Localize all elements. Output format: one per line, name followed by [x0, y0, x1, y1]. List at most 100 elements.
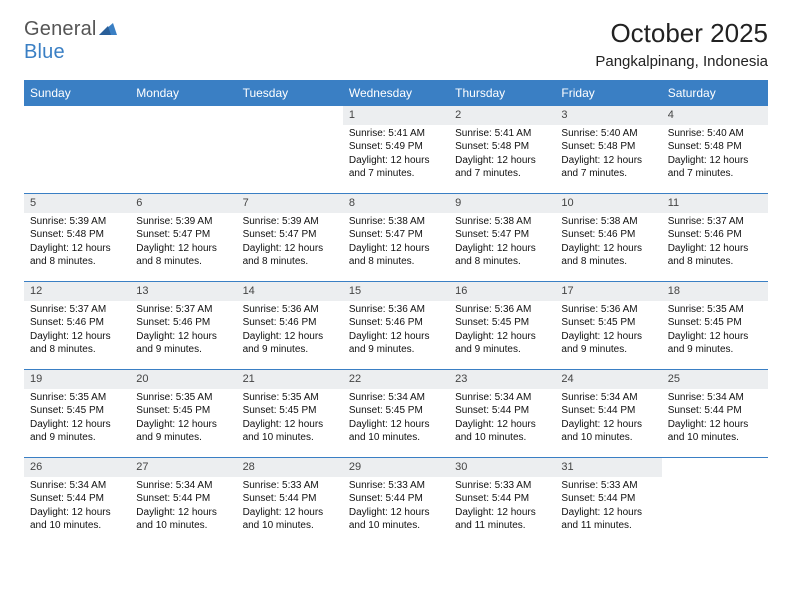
- day-line: Sunrise: 5:41 AM: [455, 127, 549, 141]
- day-number: 8: [343, 194, 449, 213]
- day-line: Sunrise: 5:34 AM: [455, 391, 549, 405]
- day-body: Sunrise: 5:39 AMSunset: 5:47 PMDaylight:…: [130, 213, 236, 275]
- field-label: Daylight:: [455, 155, 494, 166]
- calendar-cell: 1Sunrise: 5:41 AMSunset: 5:49 PMDaylight…: [343, 105, 449, 193]
- day-number: 2: [449, 106, 555, 125]
- field-label: Sunrise:: [243, 392, 280, 403]
- day-number: 6: [130, 194, 236, 213]
- field-label: Daylight:: [30, 243, 69, 254]
- field-value: 5:39 AM: [173, 216, 212, 227]
- field-label: Sunrise:: [455, 304, 492, 315]
- day-line: Daylight: 12 hours and 8 minutes.: [349, 242, 443, 269]
- field-value: 5:33 AM: [386, 480, 425, 491]
- field-value: 5:34 AM: [386, 392, 425, 403]
- field-value: 5:44 PM: [383, 493, 423, 504]
- day-number: 31: [555, 458, 661, 477]
- field-label: Sunrise:: [455, 480, 492, 491]
- day-line: Daylight: 12 hours and 10 minutes.: [136, 506, 230, 533]
- day-line: Sunset: 5:45 PM: [668, 316, 762, 330]
- calendar-cell: 6Sunrise: 5:39 AMSunset: 5:47 PMDaylight…: [130, 193, 236, 281]
- day-number: 10: [555, 194, 661, 213]
- day-body: Sunrise: 5:34 AMSunset: 5:44 PMDaylight:…: [449, 389, 555, 451]
- calendar-cell: 13Sunrise: 5:37 AMSunset: 5:46 PMDayligh…: [130, 281, 236, 369]
- field-value: 5:34 AM: [492, 392, 531, 403]
- day-line: Sunset: 5:44 PM: [668, 404, 762, 418]
- field-label: Sunrise:: [30, 480, 67, 491]
- calendar-grid: SundayMondayTuesdayWednesdayThursdayFrid…: [24, 80, 768, 545]
- day-number: 23: [449, 370, 555, 389]
- field-label: Daylight:: [243, 419, 282, 430]
- field-label: Sunrise:: [30, 216, 67, 227]
- day-header: Wednesday: [343, 80, 449, 105]
- field-value: 5:45 PM: [64, 405, 104, 416]
- field-value: 5:45 PM: [276, 405, 316, 416]
- day-number: 1: [343, 106, 449, 125]
- field-value: 5:38 AM: [492, 216, 531, 227]
- calendar-cell: 10Sunrise: 5:38 AMSunset: 5:46 PMDayligh…: [555, 193, 661, 281]
- day-number: 28: [237, 458, 343, 477]
- day-number: 20: [130, 370, 236, 389]
- field-label: Sunrise:: [349, 304, 386, 315]
- field-label: Sunset:: [668, 317, 702, 328]
- field-label: Sunrise:: [668, 304, 705, 315]
- field-label: Sunset:: [561, 141, 595, 152]
- field-value: 5:47 PM: [170, 229, 210, 240]
- field-value: 5:35 AM: [279, 392, 318, 403]
- field-label: Sunrise:: [243, 216, 280, 227]
- logo-triangle-icon: [99, 18, 117, 41]
- field-value: 5:44 PM: [64, 493, 104, 504]
- field-value: 5:48 PM: [595, 141, 635, 152]
- day-number: 11: [662, 194, 768, 213]
- calendar-cell: 30Sunrise: 5:33 AMSunset: 5:44 PMDayligh…: [449, 457, 555, 545]
- field-label: Daylight:: [561, 243, 600, 254]
- day-line: Sunrise: 5:35 AM: [30, 391, 124, 405]
- day-line: Sunrise: 5:33 AM: [455, 479, 549, 493]
- day-number: 13: [130, 282, 236, 301]
- day-line: Sunset: 5:44 PM: [349, 492, 443, 506]
- field-value: 5:36 AM: [386, 304, 425, 315]
- field-label: Sunset:: [455, 317, 489, 328]
- day-number: 24: [555, 370, 661, 389]
- field-label: Sunrise:: [455, 216, 492, 227]
- field-value: 5:45 PM: [595, 317, 635, 328]
- day-line: Sunrise: 5:39 AM: [136, 215, 230, 229]
- day-line: Sunrise: 5:35 AM: [668, 303, 762, 317]
- field-label: Sunrise:: [349, 128, 386, 139]
- field-label: Daylight:: [561, 155, 600, 166]
- field-label: Sunset:: [455, 493, 489, 504]
- field-value: 5:40 AM: [704, 128, 743, 139]
- field-label: Sunset:: [243, 317, 277, 328]
- calendar-cell: 12Sunrise: 5:37 AMSunset: 5:46 PMDayligh…: [24, 281, 130, 369]
- day-line: Sunset: 5:46 PM: [561, 228, 655, 242]
- field-value: 5:34 AM: [173, 480, 212, 491]
- field-label: Sunset:: [349, 405, 383, 416]
- day-line: Daylight: 12 hours and 11 minutes.: [561, 506, 655, 533]
- field-value: 5:38 AM: [598, 216, 637, 227]
- calendar-cell: 25Sunrise: 5:34 AMSunset: 5:44 PMDayligh…: [662, 369, 768, 457]
- field-label: Daylight:: [455, 419, 494, 430]
- field-label: Daylight:: [349, 243, 388, 254]
- day-line: Sunset: 5:47 PM: [455, 228, 549, 242]
- day-number: 3: [555, 106, 661, 125]
- field-label: Sunrise:: [136, 304, 173, 315]
- field-label: Sunset:: [561, 229, 595, 240]
- header: General Blue October 2025 Pangkalpinang,…: [24, 18, 768, 70]
- logo-word1: General: [24, 18, 97, 40]
- field-value: 5:44 PM: [702, 405, 742, 416]
- calendar-cell: 4Sunrise: 5:40 AMSunset: 5:48 PMDaylight…: [662, 105, 768, 193]
- day-line: Sunrise: 5:33 AM: [561, 479, 655, 493]
- day-header: Sunday: [24, 80, 130, 105]
- field-label: Sunset:: [30, 405, 64, 416]
- field-label: Sunrise:: [561, 304, 598, 315]
- day-line: Sunset: 5:45 PM: [349, 404, 443, 418]
- field-label: Sunset:: [30, 317, 64, 328]
- day-line: Sunrise: 5:40 AM: [561, 127, 655, 141]
- field-label: Sunset:: [349, 141, 383, 152]
- day-body: Sunrise: 5:34 AMSunset: 5:44 PMDaylight:…: [24, 477, 130, 539]
- day-body: Sunrise: 5:36 AMSunset: 5:45 PMDaylight:…: [555, 301, 661, 363]
- field-label: Sunset:: [243, 229, 277, 240]
- field-value: 5:44 PM: [170, 493, 210, 504]
- field-label: Daylight:: [455, 243, 494, 254]
- field-label: Sunset:: [243, 405, 277, 416]
- day-line: Sunrise: 5:37 AM: [136, 303, 230, 317]
